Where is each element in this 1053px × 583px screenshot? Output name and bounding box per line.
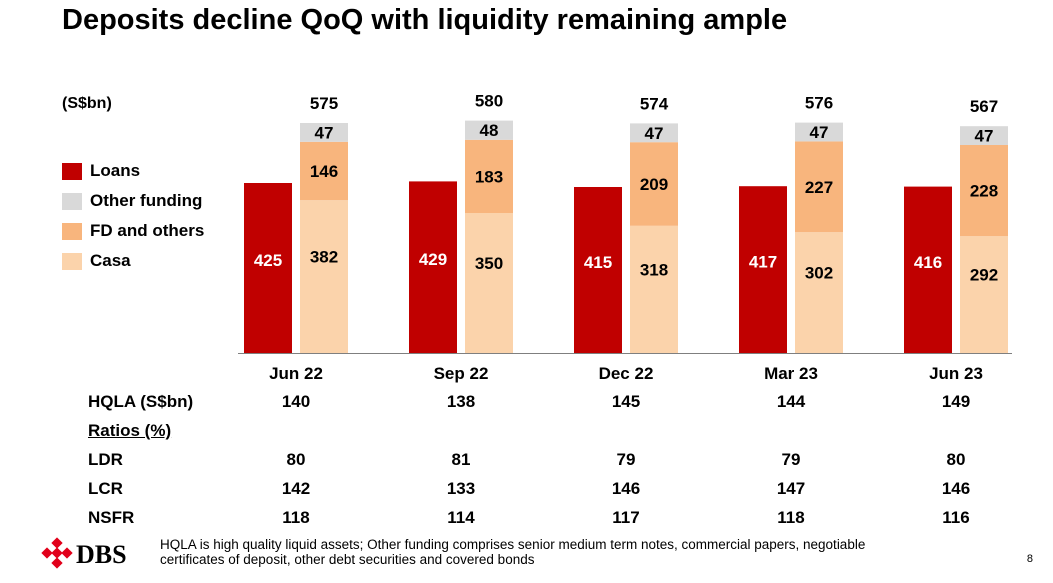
bar-loans-2 xyxy=(574,187,622,353)
label-total-4: 567 xyxy=(970,97,998,116)
bar-casa-1 xyxy=(465,213,513,353)
bar-fd-1 xyxy=(465,139,513,213)
label-casa-2: 318 xyxy=(640,260,668,279)
nsfr-value-3: 118 xyxy=(777,508,805,527)
label-loans-3: 417 xyxy=(749,253,777,272)
legend-swatch-fd xyxy=(62,222,82,240)
legend-label-casa: Casa xyxy=(90,251,131,270)
label-other-funding-1: 48 xyxy=(480,121,499,140)
label-loans-1: 429 xyxy=(419,250,447,269)
x-tick-label-2: Dec 22 xyxy=(599,364,654,383)
label-total-0: 575 xyxy=(310,94,338,113)
hqla-label: HQLA (S$bn) xyxy=(88,392,194,411)
x-tick-label-4: Jun 23 xyxy=(929,364,983,383)
nsfr-value-4: 116 xyxy=(942,508,970,527)
label-casa-1: 350 xyxy=(475,254,503,273)
ldr-value-4: 80 xyxy=(946,450,966,469)
x-tick-label-3: Mar 23 xyxy=(764,364,818,383)
label-loans-2: 415 xyxy=(584,253,612,272)
page-title: Deposits decline QoQ with liquidity rema… xyxy=(62,4,788,36)
ldr-label: LDR xyxy=(88,450,123,469)
bar-chart: 425 382 146 47 575 Jun 22 429 350 183 48 580 Sep 22… xyxy=(238,92,1012,383)
bar-loans-0 xyxy=(244,183,292,353)
ldr-value-2: 79 xyxy=(616,450,636,469)
label-loans-0: 425 xyxy=(254,251,282,270)
label-loans-4: 416 xyxy=(914,253,942,272)
label-fd-2: 209 xyxy=(640,175,668,194)
label-casa-0: 382 xyxy=(310,248,338,267)
lcr-value-0: 142 xyxy=(281,479,311,498)
label-other-funding-0: 47 xyxy=(315,123,334,142)
hqla-value-3: 144 xyxy=(776,392,806,411)
legend: Loans Other funding FD and others Casa xyxy=(62,156,204,276)
bar-loans-3 xyxy=(739,186,787,353)
hqla-value-2: 145 xyxy=(611,392,641,411)
nsfr-value-0: 118 xyxy=(282,508,310,527)
hqla-value-0: 140 xyxy=(281,392,311,411)
nsfr-label: NSFR xyxy=(88,508,135,527)
lcr-label: LCR xyxy=(88,479,123,498)
bar-casa-0 xyxy=(300,200,348,353)
lcr-value-4: 146 xyxy=(941,479,971,498)
footnote: HQLA is high quality liquid assets; Othe… xyxy=(160,537,960,567)
legend-item-casa: Casa xyxy=(62,246,204,276)
label-fd-3: 227 xyxy=(805,178,833,197)
bar-loans-4 xyxy=(904,186,952,353)
label-other-funding-2: 47 xyxy=(645,124,664,143)
bar-casa-3 xyxy=(795,232,843,353)
legend-label-loans: Loans xyxy=(90,161,141,180)
legend-swatch-loans xyxy=(62,162,82,180)
x-tick-label-1: Sep 22 xyxy=(434,364,489,383)
label-total-2: 574 xyxy=(640,94,669,113)
unit-label: (S$bn) xyxy=(62,95,112,112)
svg-text:DBS: DBS xyxy=(76,540,127,569)
legend-swatch-casa xyxy=(62,252,82,270)
ratios-label: Ratios (%) xyxy=(88,421,172,440)
label-fd-1: 183 xyxy=(475,167,503,186)
bar-fd-0 xyxy=(300,141,348,201)
nsfr-value-2: 117 xyxy=(612,508,640,527)
lcr-value-1: 133 xyxy=(446,479,476,498)
hqla-value-4: 149 xyxy=(941,392,971,411)
ldr-value-1: 81 xyxy=(451,450,471,469)
lcr-value-2: 146 xyxy=(611,479,641,498)
legend-item-loans: Loans xyxy=(62,156,204,186)
dbs-logo: DBS xyxy=(41,537,127,569)
label-casa-3: 302 xyxy=(805,264,833,283)
bar-fd-3 xyxy=(795,141,843,233)
x-tick-label-0: Jun 22 xyxy=(269,364,323,383)
bar-other-funding-4 xyxy=(960,126,1008,145)
bar-other-funding-1 xyxy=(465,120,513,140)
bar-fd-2 xyxy=(630,142,678,226)
bar-casa-4 xyxy=(960,236,1008,353)
page-number: 8 xyxy=(1026,553,1033,565)
label-fd-4: 228 xyxy=(970,182,998,201)
legend-label-other-funding: Other funding xyxy=(90,191,203,210)
label-fd-0: 146 xyxy=(310,162,338,181)
footnote-line-2: certificates of deposit, other debt secu… xyxy=(160,552,535,567)
label-casa-4: 292 xyxy=(970,266,998,285)
hqla-value-1: 138 xyxy=(446,392,476,411)
bar-fd-4 xyxy=(960,145,1008,237)
label-total-3: 576 xyxy=(805,94,833,113)
ldr-value-3: 79 xyxy=(781,450,801,469)
legend-label-fd: FD and others xyxy=(90,221,205,240)
bar-loans-1 xyxy=(409,181,457,353)
legend-item-other-funding: Other funding xyxy=(62,186,204,216)
bar-casa-2 xyxy=(630,225,678,353)
nsfr-value-1: 114 xyxy=(447,508,475,527)
bar-other-funding-3 xyxy=(795,122,843,142)
footnote-line-1: HQLA is high quality liquid assets; Othe… xyxy=(160,537,866,552)
label-total-1: 580 xyxy=(475,92,503,111)
bar-other-funding-0 xyxy=(300,123,348,142)
lcr-value-3: 147 xyxy=(776,479,806,498)
bar-other-funding-2 xyxy=(630,123,678,143)
label-other-funding-3: 47 xyxy=(810,123,829,142)
label-other-funding-4: 47 xyxy=(975,127,994,146)
legend-item-fd: FD and others xyxy=(62,216,204,246)
ldr-value-0: 80 xyxy=(286,450,306,469)
legend-swatch-other-funding xyxy=(62,192,82,210)
